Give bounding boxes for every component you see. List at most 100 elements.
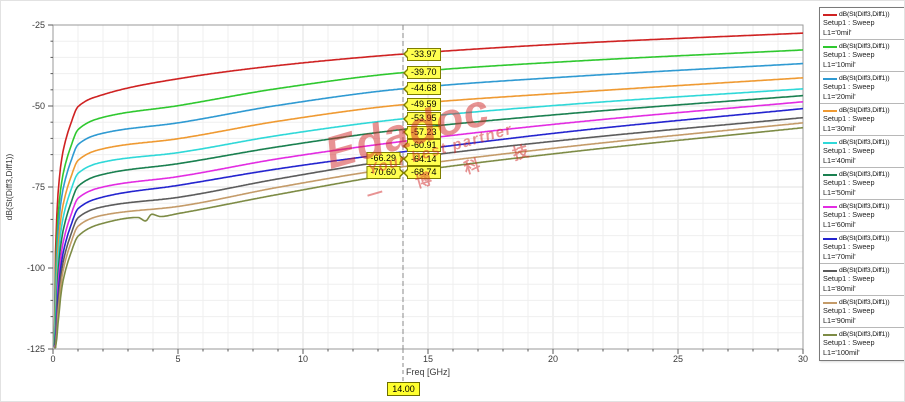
legend-variation-label: L1='10mil' xyxy=(823,59,856,69)
legend-variation-label: L1='70mil' xyxy=(823,251,856,261)
marker-value: -33.97 xyxy=(411,48,437,59)
marker-value: -57.23 xyxy=(411,126,437,137)
trace-marker-label[interactable]: -44.68 xyxy=(403,82,441,96)
legend-variation-label: L1='50mil' xyxy=(823,187,856,197)
legend-line-swatch-icon xyxy=(823,13,837,16)
y-tick-label: -100 xyxy=(27,263,45,273)
trace-marker-label[interactable]: -66.29 xyxy=(366,152,404,166)
legend-setup-label: Setup1 : Sweep xyxy=(823,210,875,219)
trace-marker-label[interactable]: -53.95 xyxy=(403,112,441,126)
marker-pointer-icon xyxy=(400,113,410,124)
legend-entry[interactable]: dB(St(Diff3,Diff1)) Setup1 : Sweep L1='90m… xyxy=(820,296,904,328)
legend-trace-label: dB(St(Diff3,Diff1)) xyxy=(839,139,890,146)
legend-variation-label: L1='0mil' xyxy=(823,27,852,37)
legend-variation-label: L1='80mil' xyxy=(823,283,856,293)
trace-marker-label[interactable]: -39.70 xyxy=(403,66,441,80)
legend-line-swatch-icon xyxy=(823,301,837,304)
legend-trace-label: dB(St(Diff3,Diff1)) xyxy=(839,203,890,210)
trace-marker-label[interactable]: -33.97 xyxy=(403,47,441,61)
marker-value: -39.70 xyxy=(411,67,437,78)
legend-setup-label: Setup1 : Sweep xyxy=(823,18,875,27)
legend-setup-label: Setup1 : Sweep xyxy=(823,114,875,123)
legend-entry[interactable]: dB(St(Diff3,Diff1)) Setup1 : Sweep L1='20m… xyxy=(820,72,904,104)
legend-variation-label: L1='90mil' xyxy=(823,315,856,325)
marker-value: -44.68 xyxy=(411,83,437,94)
legend-variation-label: L1='60mil' xyxy=(823,219,856,229)
legend-entry[interactable]: dB(St(Diff3,Diff1)) Setup1 : Sweep L1='80m… xyxy=(820,264,904,296)
legend-variation-label: L1='30mil' xyxy=(823,123,856,133)
legend-line-swatch-icon xyxy=(823,109,837,112)
marker-pointer-icon xyxy=(397,167,407,178)
legend-line-swatch-icon xyxy=(823,237,837,240)
marker-frequency-label[interactable]: 14.00 xyxy=(387,382,420,396)
legend-line-swatch-icon xyxy=(823,141,837,144)
legend-entry[interactable]: dB(St(Diff3,Diff1)) Setup1 : Sweep L1='0mi… xyxy=(820,8,904,40)
legend-line-swatch-icon xyxy=(823,205,837,208)
legend-setup-label: Setup1 : Sweep xyxy=(823,274,875,283)
legend-entry[interactable]: dB(St(Diff3,Diff1)) Setup1 : Sweep L1='10m… xyxy=(820,40,904,72)
legend-entry[interactable]: dB(St(Diff3,Diff1)) Setup1 : Sweep L1='60m… xyxy=(820,200,904,232)
marker-value: -64.14 xyxy=(411,153,437,164)
x-tick-label: 15 xyxy=(423,354,433,364)
marker-value: -49.59 xyxy=(411,99,437,110)
legend-trace-label: dB(St(Diff3,Diff1)) xyxy=(839,171,890,178)
x-axis-title: Freq [GHz] xyxy=(405,367,450,377)
marker-pointer-icon xyxy=(400,127,410,138)
legend-entry[interactable]: dB(St(Diff3,Diff1)) Setup1 : Sweep L1='30m… xyxy=(820,104,904,136)
legend-setup-label: Setup1 : Sweep xyxy=(823,146,875,155)
legend: dB(St(Diff3,Diff1)) Setup1 : Sweep L1='0mi… xyxy=(819,7,904,361)
legend-trace-label: dB(St(Diff3,Diff1)) xyxy=(839,43,890,50)
marker-pointer-icon xyxy=(400,83,410,94)
legend-setup-label: Setup1 : Sweep xyxy=(823,178,875,187)
legend-entry[interactable]: dB(St(Diff3,Diff1)) Setup1 : Sweep L1='40m… xyxy=(820,136,904,168)
x-tick-label: 0 xyxy=(50,354,55,364)
trace-marker-label[interactable]: -64.14 xyxy=(403,152,441,166)
marker-value: -70.60 xyxy=(370,167,396,178)
legend-variation-label: L1='100mil' xyxy=(823,347,860,357)
legend-trace-label: dB(St(Diff3,Diff1)) xyxy=(839,299,890,306)
legend-entry[interactable]: dB(St(Diff3,Diff1)) Setup1 : Sweep L1='100… xyxy=(820,328,904,360)
legend-setup-label: Setup1 : Sweep xyxy=(823,242,875,251)
legend-line-swatch-icon xyxy=(823,77,837,80)
marker-pointer-icon xyxy=(400,140,410,151)
trace-marker-label[interactable]: -57.23 xyxy=(403,125,441,139)
legend-entry[interactable]: dB(St(Diff3,Diff1)) Setup1 : Sweep L1='50m… xyxy=(820,168,904,200)
marker-pointer-icon xyxy=(400,99,410,110)
trace-marker-label[interactable]: -70.60 xyxy=(366,166,404,180)
marker-value: -53.95 xyxy=(411,113,437,124)
legend-trace-label: dB(St(Diff3,Diff1)) xyxy=(839,11,890,18)
legend-line-swatch-icon xyxy=(823,45,837,48)
legend-trace-label: dB(St(Diff3,Diff1)) xyxy=(839,107,890,114)
x-tick-label: 25 xyxy=(673,354,683,364)
legend-trace-label: dB(St(Diff3,Diff1)) xyxy=(839,235,890,242)
legend-setup-label: Setup1 : Sweep xyxy=(823,306,875,315)
legend-trace-label: dB(St(Diff3,Diff1)) xyxy=(839,331,890,338)
axis-ticks: 0 5 10 15 20 25 30 -25 -50 -75 -100 -125 xyxy=(27,20,808,364)
legend-line-swatch-icon xyxy=(823,269,837,272)
marker-value: -66.29 xyxy=(370,153,396,164)
marker-pointer-icon xyxy=(400,167,410,178)
legend-setup-label: Setup1 : Sweep xyxy=(823,82,875,91)
legend-entry[interactable]: dB(St(Diff3,Diff1)) Setup1 : Sweep L1='70m… xyxy=(820,232,904,264)
y-tick-label: -125 xyxy=(27,344,45,354)
marker-pointer-icon xyxy=(400,154,410,165)
y-tick-label: -50 xyxy=(32,101,45,111)
marker-pointer-icon xyxy=(400,67,410,78)
legend-line-swatch-icon xyxy=(823,173,837,176)
trace-marker-label[interactable]: -60.91 xyxy=(403,139,441,153)
x-tick-label: 10 xyxy=(298,354,308,364)
x-tick-label: 20 xyxy=(548,354,558,364)
marker-pointer-icon xyxy=(400,49,410,60)
marker-value: -68.74 xyxy=(411,167,437,178)
legend-trace-label: dB(St(Diff3,Diff1)) xyxy=(839,267,890,274)
legend-line-swatch-icon xyxy=(823,333,837,336)
y-tick-label: -75 xyxy=(32,182,45,192)
legend-setup-label: Setup1 : Sweep xyxy=(823,50,875,59)
gridlines xyxy=(53,25,803,349)
legend-trace-label: dB(St(Diff3,Diff1)) xyxy=(839,75,890,82)
marker-value: -60.91 xyxy=(411,140,437,151)
trace-marker-label[interactable]: -68.74 xyxy=(403,166,441,180)
trace-marker-label[interactable]: -49.59 xyxy=(403,98,441,112)
